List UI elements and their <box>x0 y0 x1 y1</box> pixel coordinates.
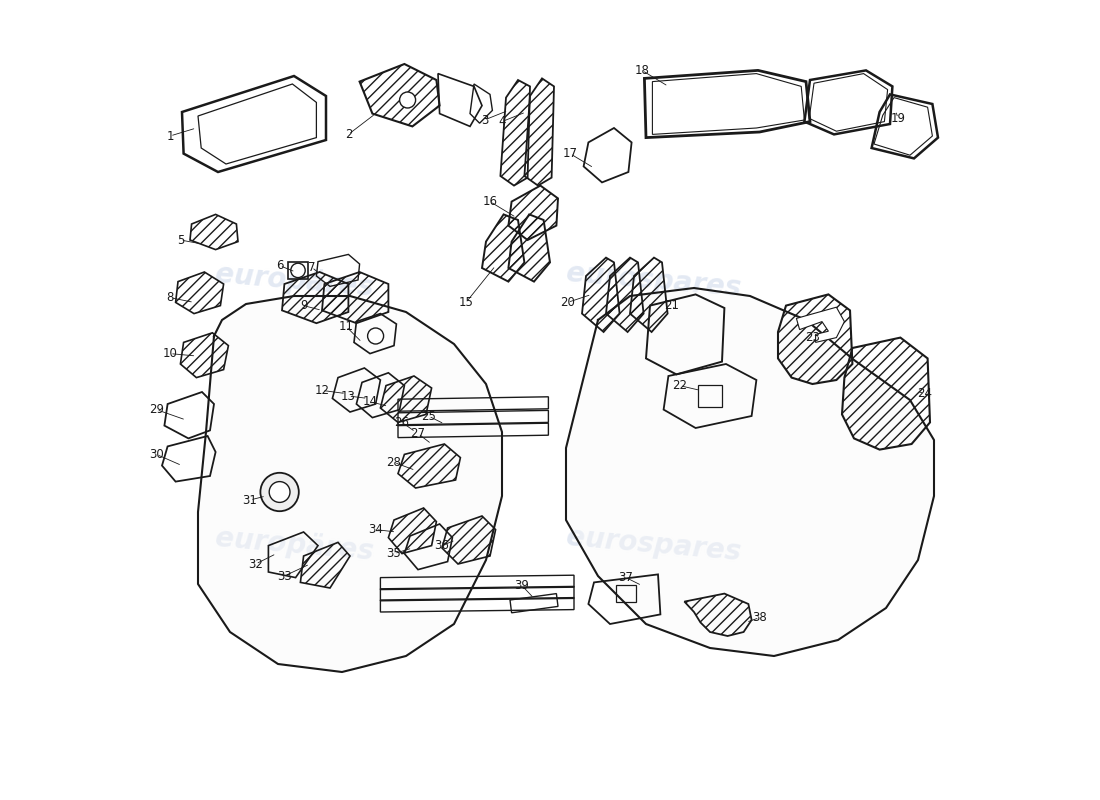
Text: 37: 37 <box>618 571 634 584</box>
Text: 7: 7 <box>308 261 316 274</box>
Text: 24: 24 <box>917 387 932 400</box>
Circle shape <box>270 482 290 502</box>
Text: 20: 20 <box>560 296 575 309</box>
Text: 29: 29 <box>148 403 164 416</box>
Text: 3: 3 <box>481 114 488 126</box>
Text: 17: 17 <box>562 147 578 160</box>
Text: 6: 6 <box>276 259 284 272</box>
Text: 4: 4 <box>498 115 506 128</box>
Text: europäres: europäres <box>213 260 374 302</box>
Bar <box>288 262 308 279</box>
Text: 32: 32 <box>249 558 263 570</box>
Text: 28: 28 <box>386 456 402 469</box>
Text: eurospares: eurospares <box>565 523 742 566</box>
Text: 26: 26 <box>395 416 409 429</box>
Text: 36: 36 <box>434 539 450 552</box>
Text: 38: 38 <box>752 611 767 624</box>
Text: 2: 2 <box>344 128 352 141</box>
Circle shape <box>261 473 299 511</box>
Text: 18: 18 <box>635 64 649 77</box>
Text: 25: 25 <box>421 410 436 422</box>
Text: 9: 9 <box>300 299 307 312</box>
Text: 23: 23 <box>805 331 820 344</box>
Bar <box>698 385 722 407</box>
Text: europäres: europäres <box>213 524 374 566</box>
Text: 31: 31 <box>243 494 257 506</box>
Text: 30: 30 <box>148 448 164 461</box>
Text: 5: 5 <box>177 234 184 246</box>
Text: 27: 27 <box>410 427 426 440</box>
Text: 8: 8 <box>166 291 174 304</box>
Text: 39: 39 <box>515 579 529 592</box>
Circle shape <box>399 92 416 108</box>
Text: 11: 11 <box>339 320 353 333</box>
Polygon shape <box>796 307 845 342</box>
Bar <box>616 585 636 602</box>
Text: 13: 13 <box>341 390 355 402</box>
Text: 34: 34 <box>368 523 383 536</box>
Text: 14: 14 <box>363 395 377 408</box>
Text: 22: 22 <box>672 379 688 392</box>
Polygon shape <box>566 288 934 656</box>
Circle shape <box>367 328 384 344</box>
Text: 16: 16 <box>483 195 497 208</box>
Text: 19: 19 <box>891 112 905 125</box>
Text: 12: 12 <box>315 384 330 397</box>
Text: 1: 1 <box>166 130 174 142</box>
Polygon shape <box>198 296 502 672</box>
Text: 21: 21 <box>664 299 679 312</box>
Text: 33: 33 <box>277 570 292 582</box>
Circle shape <box>290 263 305 278</box>
Text: 15: 15 <box>459 296 473 309</box>
Text: 10: 10 <box>163 347 177 360</box>
Text: 35: 35 <box>386 547 402 560</box>
Text: eurospares: eurospares <box>565 259 742 302</box>
